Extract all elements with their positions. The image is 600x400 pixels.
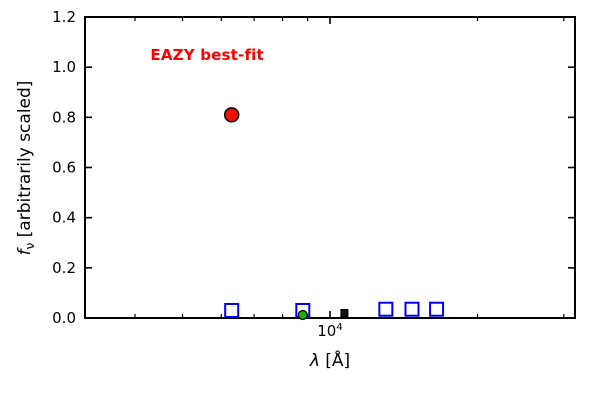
observed-photometry-squares-marker: [429, 301, 445, 317]
y-tick-label: 0.4: [52, 209, 76, 227]
xtick-base: 10: [317, 322, 337, 340]
y-axis-label: fν [arbitrarily scaled]: [15, 81, 37, 256]
observed-photometry-squares-marker: [404, 301, 420, 317]
y-tick-label: 0.0: [52, 309, 76, 327]
xtick-exponent: 4: [336, 322, 343, 333]
x-axis-label: λ [Å]: [310, 351, 350, 371]
observed-photometry-squares-marker: [378, 301, 394, 317]
x-tick-label-10e4: 104: [317, 322, 342, 340]
xlabel-lambda: λ: [309, 351, 320, 371]
dark-square-point-marker: [340, 308, 349, 317]
xlabel-units: [Å]: [319, 351, 351, 371]
annotation-eazy-best-fit: EAZY best-fit: [150, 45, 264, 64]
y-tick-label: 1.0: [52, 58, 76, 76]
ylabel-nu-subscript: ν: [23, 242, 38, 250]
y-tick-label: 0.2: [52, 259, 76, 277]
ylabel-text: [arbitrarily scaled]: [14, 80, 35, 243]
ylabel-f: f: [14, 249, 35, 256]
y-tick-label: 0.6: [52, 159, 76, 177]
y-tick-label: 1.2: [52, 8, 76, 26]
observed-photometry-squares-marker: [224, 302, 240, 318]
best-fit-model-point-marker: [223, 107, 240, 123]
y-tick-label: 0.8: [52, 108, 76, 126]
observed-flux-point-marker: [297, 309, 308, 321]
